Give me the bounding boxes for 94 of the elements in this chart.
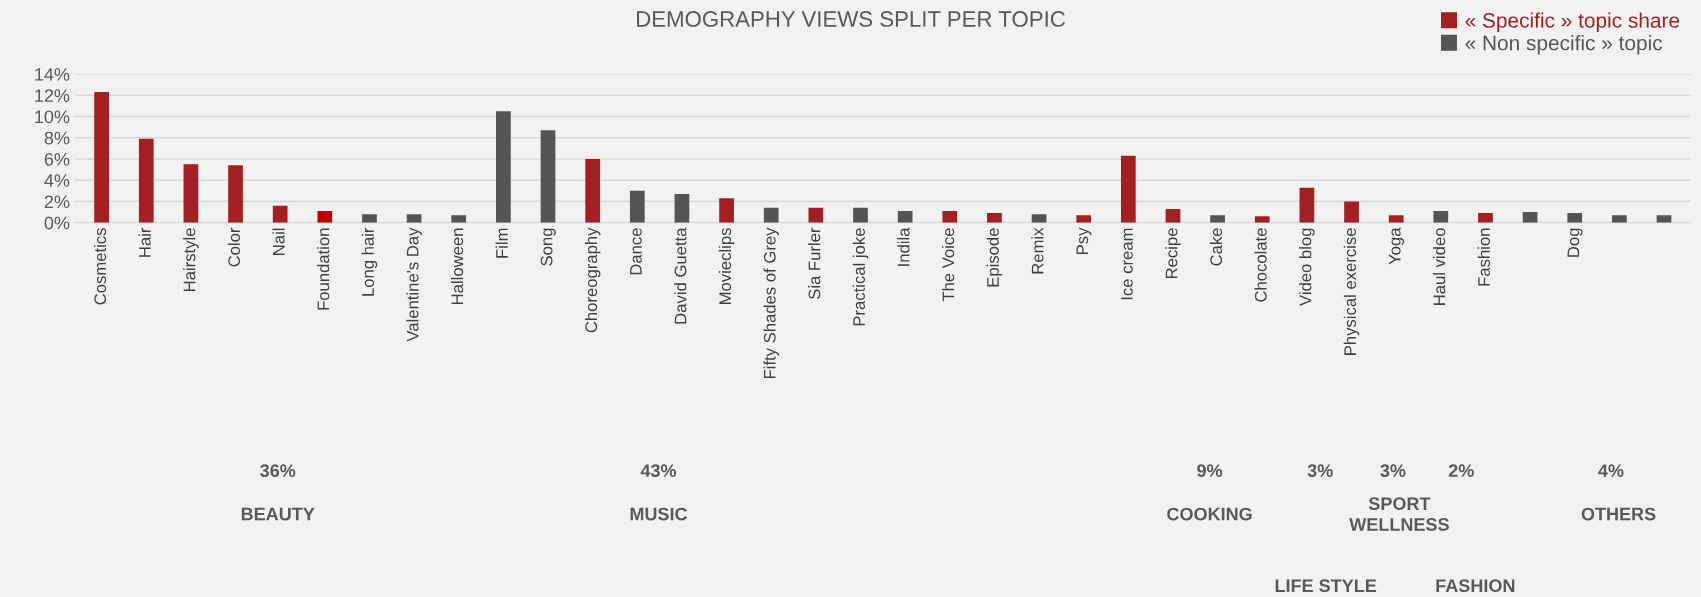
x-tick-label: Film — [495, 228, 508, 258]
x-tick-label: Physical exercise — [1343, 228, 1360, 355]
x-tick-label: Dog — [1567, 228, 1583, 257]
x-tick-label: Psy — [1076, 227, 1092, 254]
x-tick-label: David Guetta — [674, 227, 687, 324]
x-tick-label: Indila — [897, 227, 910, 266]
bar — [317, 211, 333, 223]
bar — [1165, 208, 1181, 223]
x-tick-label: Choreography — [584, 227, 601, 333]
bar — [1656, 215, 1672, 223]
x-tick-label: Sia Furler — [808, 227, 821, 300]
y-tick-label: 10% — [35, 110, 70, 124]
x-tick-label: Cake — [1209, 228, 1223, 266]
bar — [1433, 211, 1449, 223]
text: SPORT WELLNESS — [1349, 497, 1449, 531]
bar — [674, 194, 690, 223]
bar — [183, 164, 199, 223]
y-tick-label: 6% — [44, 152, 70, 166]
x-tick-label: Song — [540, 228, 556, 266]
bar — [362, 214, 377, 223]
text: BEAUTY — [241, 507, 315, 521]
bar — [987, 213, 1002, 223]
text: 3% — [1380, 464, 1406, 478]
bar — [1076, 215, 1092, 223]
text: 36% — [260, 464, 296, 478]
x-tick-label: Chocolate — [1254, 228, 1267, 302]
x-tick-label: Hair — [138, 227, 151, 257]
bar — [942, 211, 958, 223]
y-tick-label: 4% — [44, 174, 70, 187]
bar — [585, 158, 601, 223]
text: 2% — [1448, 464, 1474, 477]
bar — [406, 214, 422, 223]
x-tick-label: Ice cream — [1121, 228, 1133, 300]
text: LIFE STYLE — [1275, 579, 1377, 593]
text: FASHION — [1436, 579, 1515, 593]
bar — [853, 207, 868, 223]
text: OTHERS — [1581, 507, 1656, 521]
bar — [629, 190, 645, 223]
x-tick-label: Movieclips — [718, 228, 735, 304]
x-tick-label: Haul video — [1433, 228, 1446, 305]
bar — [94, 92, 109, 223]
x-tick-label: Practical joke — [852, 228, 869, 326]
bar — [1522, 212, 1538, 223]
bar — [1478, 213, 1493, 223]
bar — [763, 207, 779, 223]
bar — [1299, 187, 1315, 223]
text: 4% — [1598, 464, 1624, 477]
text: 43% — [640, 464, 677, 478]
x-tick-label: The Voice — [942, 228, 955, 302]
chart-title: DEMOGRAPHY VIEWS SPLIT PER TOPIC — [637, 11, 1065, 27]
x-tick-label: Recipe — [1165, 228, 1181, 279]
x-tick-label: Remix — [1031, 227, 1044, 274]
bar — [451, 215, 467, 223]
x-tick-label: Video blog — [1299, 228, 1315, 306]
bar — [228, 165, 243, 223]
bar — [272, 205, 288, 223]
x-tick-label: Color — [227, 227, 241, 267]
bar — [897, 211, 913, 223]
x-tick-label: Yoga — [1389, 227, 1404, 265]
y-tick-label: 0% — [44, 216, 70, 230]
bar — [1120, 155, 1136, 223]
legend-label: « Non specific » topic — [1465, 35, 1663, 55]
x-tick-label: Episode — [986, 228, 1003, 287]
y-tick-label: 14% — [35, 68, 70, 81]
x-tick-label: Halloween — [450, 228, 464, 304]
text: MUSIC — [630, 507, 688, 521]
bar — [1031, 214, 1047, 223]
bar — [808, 207, 824, 223]
bar — [1344, 201, 1359, 223]
bar — [1567, 213, 1583, 223]
x-tick-label: Long hair — [361, 227, 378, 296]
bar — [1254, 216, 1270, 223]
bar — [496, 111, 511, 223]
x-tick-label: Fifty Shades of Grey — [763, 227, 779, 379]
x-tick-label: Valentine's Day — [406, 227, 422, 342]
y-tick-label: 2% — [44, 195, 70, 209]
legend-label: « Specific » topic share — [1465, 12, 1680, 32]
x-tick-label: Hairstyle — [183, 228, 199, 291]
text: 9% — [1197, 464, 1223, 478]
x-tick-label: Fashion — [1477, 228, 1490, 286]
y-tick-label: 8% — [44, 131, 70, 145]
bar — [138, 138, 154, 223]
text: COOKING — [1167, 507, 1252, 521]
bar — [1612, 215, 1627, 223]
y-tick-label: 12% — [35, 89, 70, 102]
bar — [1388, 215, 1404, 223]
text: 3% — [1307, 464, 1333, 478]
bar — [1210, 215, 1225, 223]
x-tick-label: Nail — [272, 228, 285, 255]
x-tick-label: Cosmetics — [93, 228, 107, 305]
x-tick-label: Dance — [630, 228, 642, 275]
bar — [719, 198, 734, 223]
bar — [540, 130, 556, 223]
x-tick-label: Foundation — [317, 228, 330, 310]
